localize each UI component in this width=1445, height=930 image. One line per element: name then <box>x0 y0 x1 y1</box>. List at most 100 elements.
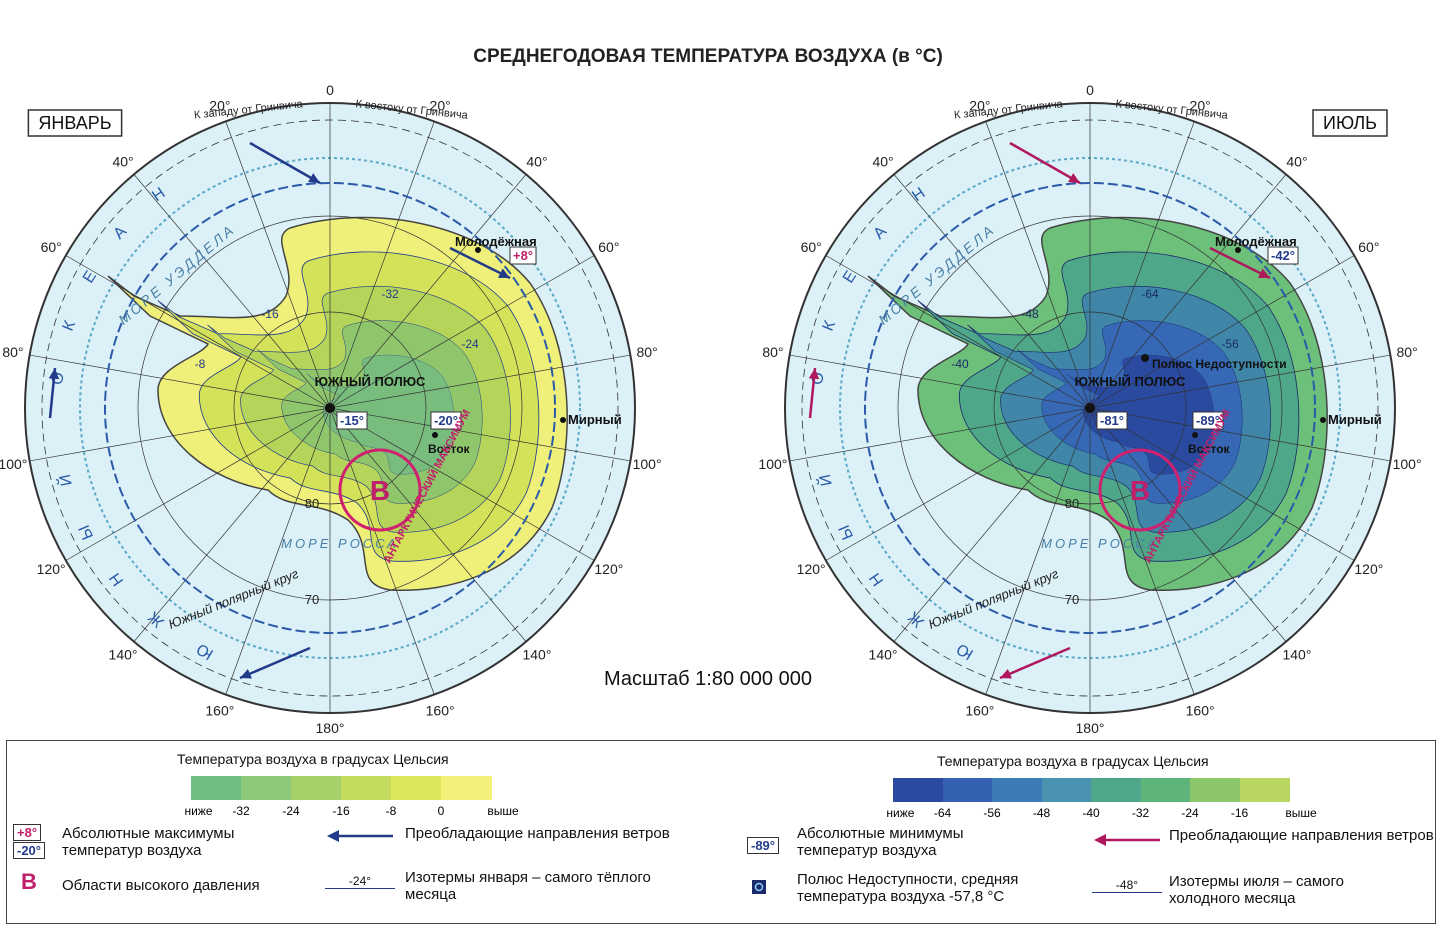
station-point <box>560 417 566 423</box>
pole-label: ЮЖНЫЙ ПОЛЮС <box>1075 374 1186 389</box>
meridian <box>1089 407 1355 561</box>
meridian <box>329 255 595 409</box>
legend-text: Изотермы июля – самого холодного месяца <box>1169 873 1344 907</box>
meridian-label: 120° <box>594 561 623 577</box>
high-pressure-symbol: В <box>1130 475 1150 506</box>
meridian <box>825 407 1091 561</box>
station-point <box>1320 417 1326 423</box>
meridian <box>985 121 1091 409</box>
meridian-label: 80° <box>762 344 783 360</box>
meridian <box>1089 255 1355 409</box>
meridian <box>329 121 435 409</box>
meridian <box>789 407 1091 462</box>
color-scale-label: -48 <box>1032 806 1051 820</box>
latitude-label: 80 <box>1065 496 1079 511</box>
parallel <box>801 119 1379 697</box>
color-scale-step <box>191 776 242 800</box>
meridian <box>825 255 1091 409</box>
legend-scale-title: Температура воздуха в градусах Цельсия <box>937 753 1209 769</box>
color-scale-step <box>241 776 292 800</box>
color-scale-step <box>1140 778 1191 802</box>
pole-point <box>325 403 335 413</box>
wind-arrow <box>1209 246 1271 280</box>
station-label: Восток <box>1188 442 1231 456</box>
parallel <box>897 215 1283 601</box>
isotherm-label: -8 <box>195 357 206 371</box>
color-scale-step <box>1190 778 1240 802</box>
sea-label: МОРЕ РОССА <box>281 536 399 551</box>
meridian-label: 20° <box>430 97 451 113</box>
wind-arrow-head <box>48 368 60 380</box>
meridian <box>1089 407 1391 462</box>
isotherm-label: -40 <box>951 357 969 371</box>
parallel <box>41 119 619 697</box>
wind-arrow-head <box>498 268 510 278</box>
station-temperature-box <box>509 246 537 265</box>
temperature-zone <box>306 354 455 475</box>
meridian-label: 140° <box>1282 647 1311 663</box>
month-label-box <box>1312 109 1388 137</box>
meridian-label: 100° <box>633 456 662 472</box>
station-point <box>475 247 481 253</box>
meridian-label: 40° <box>872 153 893 169</box>
meridian <box>893 407 1091 642</box>
meridian-label: 80° <box>637 344 658 360</box>
color-scale-step <box>992 778 1042 802</box>
polar-circle <box>104 182 556 634</box>
meridian <box>133 407 331 642</box>
isotherm-label: -56 <box>1221 337 1239 351</box>
legend-max-sample: +8° <box>13 824 42 841</box>
color-scale: ниже -64 -56 -48 -40 -32 -24 -16 выше <box>886 778 1317 823</box>
meridian-label: 100° <box>758 456 787 472</box>
meridian <box>1089 121 1195 409</box>
color-scale-label: -16 <box>1230 806 1249 820</box>
station-temperature-box <box>1192 411 1224 430</box>
latitude-label: 80 <box>305 496 319 511</box>
station-point <box>1235 247 1241 253</box>
pole-temperature: -15° <box>340 413 364 428</box>
color-scale: ниже -32 -24 -16 -8 0 выше <box>184 776 519 821</box>
color-scale-step <box>1091 778 1141 802</box>
meridian <box>329 174 527 409</box>
isotherm-label: -16 <box>261 307 279 321</box>
legend-isotherm-sample: -48° <box>1092 879 1162 893</box>
color-scale-step <box>893 778 943 802</box>
legend-text: Изотермы января – самого тёплого месяца <box>405 869 651 903</box>
legend-text: Области высокого давления <box>62 877 260 894</box>
color-scale-label: -24 <box>1181 806 1199 820</box>
latitude-label: 70 <box>1065 592 1079 607</box>
meridian <box>329 407 435 695</box>
legend-min-sample: -89° <box>747 837 779 854</box>
meridian-label: 160° <box>1186 703 1215 719</box>
legend-text: Абсолютные максимумы температур воздуха <box>62 825 235 859</box>
meridian-label: 60° <box>801 239 822 255</box>
meridian-label: 140° <box>109 647 138 663</box>
latitude-label: 70 <box>305 592 319 607</box>
station-temperature: -42° <box>1271 248 1295 263</box>
legend-wind-arrow <box>1094 834 1160 846</box>
meridian-label: 60° <box>1358 239 1379 255</box>
temperature-zone <box>1066 354 1215 475</box>
parallel <box>137 215 523 601</box>
wind-arrow <box>449 246 511 280</box>
inaccessibility-label: Полюс Недоступности <box>1152 357 1287 371</box>
station-temperature-box <box>1267 246 1299 265</box>
color-scale-label: -32 <box>1131 806 1150 820</box>
station-point <box>432 432 438 438</box>
meridian-label: 140° <box>869 647 898 663</box>
meridian-label: 100° <box>0 456 27 472</box>
meridian-label: 80° <box>2 344 23 360</box>
station-point <box>1192 432 1198 438</box>
station-label: Молодёжная <box>1215 234 1297 249</box>
color-scale-label: -40 <box>1082 806 1100 820</box>
map-title: СРЕДНЕГОДОВАЯ ТЕМПЕРАТУРА ВОЗДУХА (в °C) <box>473 46 943 67</box>
meridian-label: 0 <box>326 82 334 98</box>
color-scale-label: -56 <box>983 806 1001 820</box>
legend-inaccessibility-symbol <box>752 880 766 894</box>
legend-wind-arrow <box>327 830 393 842</box>
parallel <box>233 311 427 505</box>
month-label: ИЮЛЬ <box>1323 113 1377 133</box>
month-label-box <box>27 109 123 137</box>
meridian-label: 60° <box>41 239 62 255</box>
